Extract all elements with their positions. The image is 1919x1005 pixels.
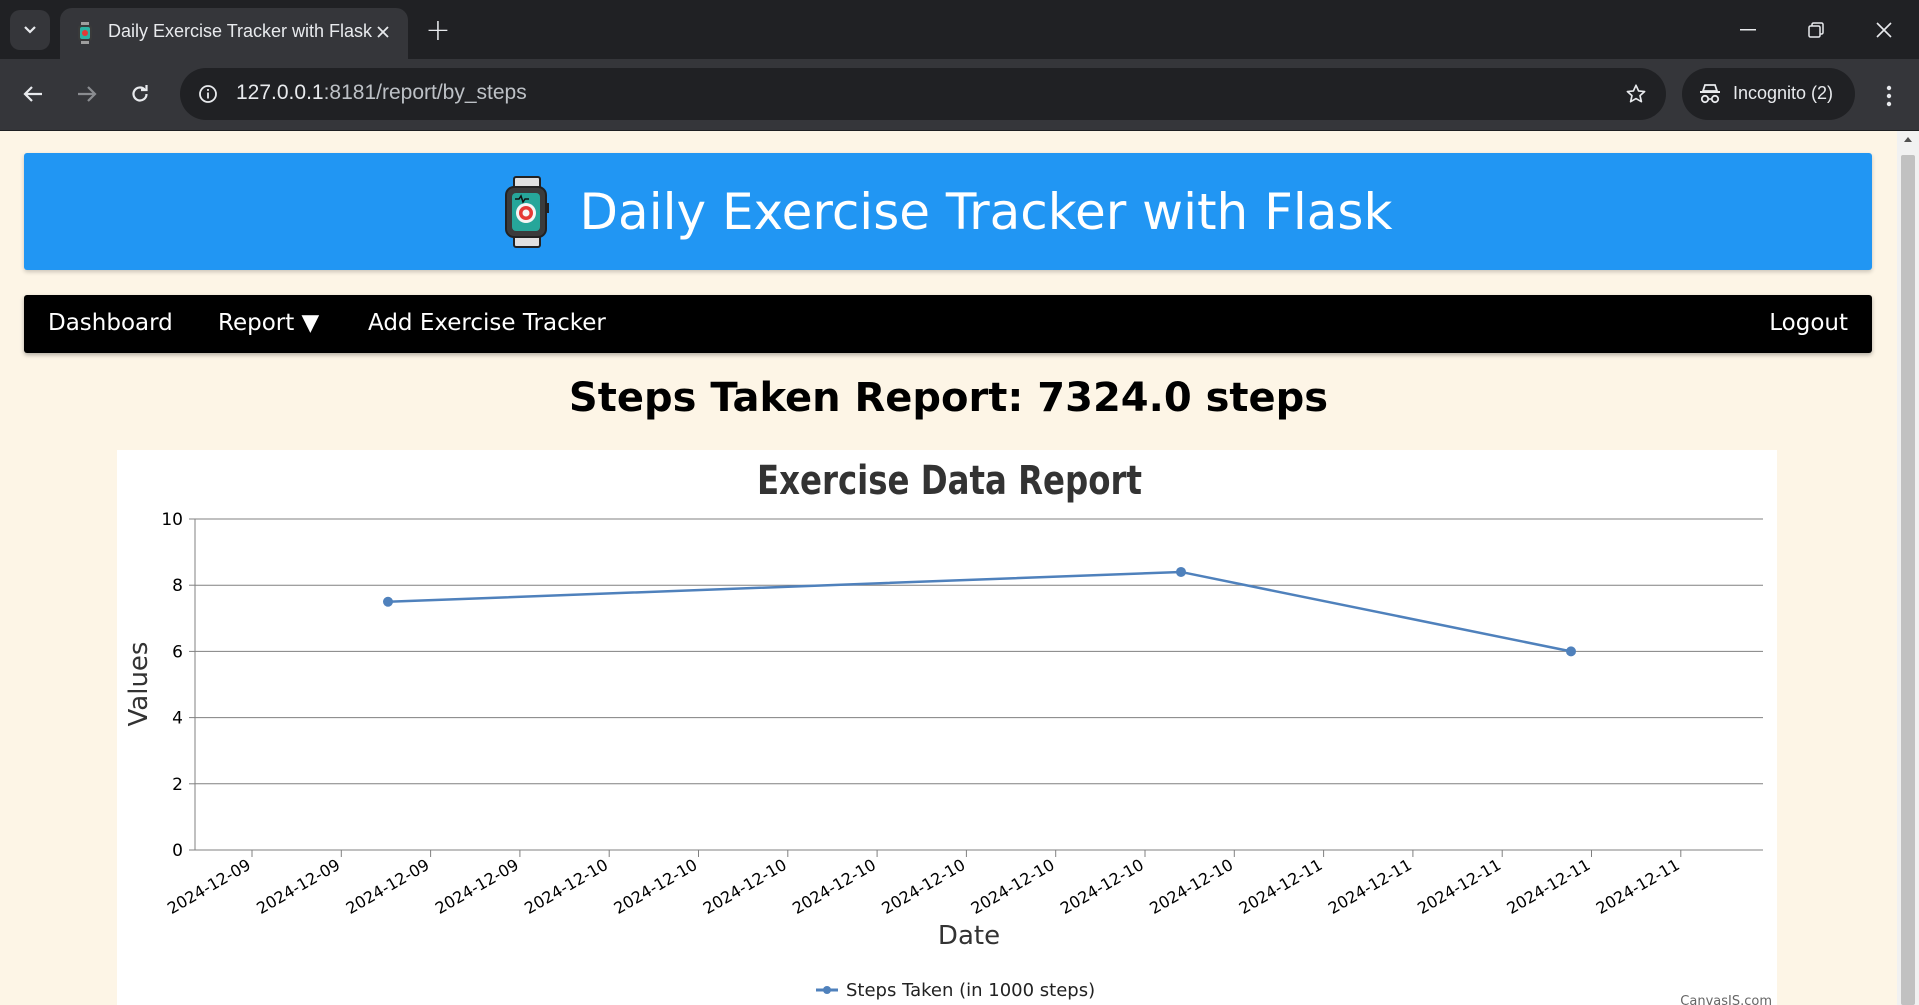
page-scrollbar[interactable]: [1897, 131, 1919, 1005]
x-tick-label: 2024-12-09: [164, 855, 254, 918]
y-tick-label: 4: [172, 709, 183, 729]
page-viewport: Daily Exercise Tracker with Flask Dashbo…: [0, 131, 1897, 1005]
y-tick-label: 8: [172, 576, 183, 596]
x-tick-label: 2024-12-10: [521, 855, 611, 918]
exercise-chart: Exercise Data Report 0 2 4 6 8 10 2024-12-09 202…: [117, 450, 1777, 1005]
reload-icon[interactable]: [120, 74, 160, 114]
data-point: [383, 596, 393, 607]
smartwatch-icon: [78, 22, 92, 44]
nav-dashboard-link[interactable]: Dashboard: [48, 310, 173, 336]
url-host: 127.0.0.1: [236, 81, 324, 104]
x-tick-label: 2024-12-10: [1057, 855, 1147, 918]
browser-tab-active[interactable]: Daily Exercise Tracker with Flask: [60, 8, 408, 59]
address-bar[interactable]: 127.0.0.1:8181/report/by_steps: [180, 68, 1666, 120]
report-heading: Steps Taken Report: 7324.0 steps: [568, 375, 1329, 421]
incognito-indicator[interactable]: Incognito (2): [1682, 68, 1855, 120]
kebab-menu-icon[interactable]: [1871, 76, 1907, 116]
x-tick-label: 2024-12-10: [610, 855, 700, 918]
y-tick-label: 0: [172, 841, 183, 861]
x-tick-label: 2024-12-11: [1236, 855, 1326, 918]
x-tick-label: 2024-12-10: [968, 855, 1058, 918]
smartwatch-icon: [504, 175, 549, 248]
x-axis-title: Date: [938, 921, 1000, 951]
minimize-icon[interactable]: [1725, 10, 1771, 50]
url-path: :8181/report/by_steps: [323, 81, 527, 104]
bookmark-star-icon[interactable]: [1622, 80, 1650, 108]
scroll-up-arrow-icon[interactable]: [1897, 135, 1919, 149]
back-arrow-icon[interactable]: [13, 74, 53, 114]
chart-credit: CanvasJS.com: [1680, 994, 1772, 1005]
restore-window-icon[interactable]: [1793, 10, 1839, 50]
x-tick-label: 2024-12-10: [1146, 855, 1236, 918]
incognito-label: Incognito (2): [1733, 83, 1834, 103]
data-point: [1176, 566, 1186, 577]
x-tick-label: 2024-12-11: [1414, 855, 1504, 918]
x-tick-label: 2024-12-11: [1593, 855, 1683, 918]
x-tick-label: 2024-12-10: [700, 855, 790, 918]
site-header: Daily Exercise Tracker with Flask: [24, 153, 1872, 270]
main-navbar: Dashboard Report ▼ Add Exercise Tracker …: [24, 295, 1872, 353]
y-tick-label: 2: [172, 775, 183, 795]
site-info-icon[interactable]: [190, 76, 226, 112]
x-tick-label: 2024-12-09: [253, 855, 343, 918]
chevron-down-icon: [24, 26, 36, 34]
close-window-icon[interactable]: [1861, 10, 1907, 50]
chart-title: Exercise Data Report: [757, 457, 1142, 503]
nav-report-dropdown[interactable]: Report ▼: [218, 310, 320, 336]
x-tick-label: 2024-12-09: [343, 855, 433, 918]
close-tab-icon[interactable]: [370, 19, 396, 45]
y-tick-label: 6: [172, 642, 183, 662]
new-tab-button[interactable]: +: [425, 12, 451, 48]
y-axis-title: Values: [124, 642, 154, 727]
tab-search-button[interactable]: [10, 10, 50, 50]
x-tick-label: 2024-12-10: [878, 855, 968, 918]
x-tick-label: 2024-12-09: [432, 855, 522, 918]
x-tick-label: 2024-12-11: [1503, 855, 1593, 918]
scrollbar-thumb[interactable]: [1901, 155, 1915, 1005]
site-title: Daily Exercise Tracker with Flask: [579, 182, 1393, 241]
nav-logout-link[interactable]: Logout: [1769, 310, 1848, 336]
forward-arrow-icon[interactable]: [67, 74, 107, 114]
tab-title: Daily Exercise Tracker with Flask: [108, 21, 373, 41]
x-tick-label: 2024-12-11: [1325, 855, 1415, 918]
y-tick-label: 10: [161, 510, 183, 530]
url-text[interactable]: 127.0.0.1:8181/report/by_steps: [236, 81, 527, 105]
browser-tab-strip: Daily Exercise Tracker with Flask +: [0, 0, 1919, 59]
series-line: [387, 570, 1572, 653]
data-point: [1566, 646, 1576, 657]
incognito-icon: [1700, 84, 1720, 104]
x-tick-label: 2024-12-10: [789, 855, 879, 918]
browser-toolbar: 127.0.0.1:8181/report/by_steps Incognito…: [0, 59, 1919, 131]
legend-marker: [823, 986, 831, 994]
legend-label: Steps Taken (in 1000 steps): [846, 980, 1095, 1001]
nav-add-exercise-link[interactable]: Add Exercise Tracker: [368, 310, 606, 336]
